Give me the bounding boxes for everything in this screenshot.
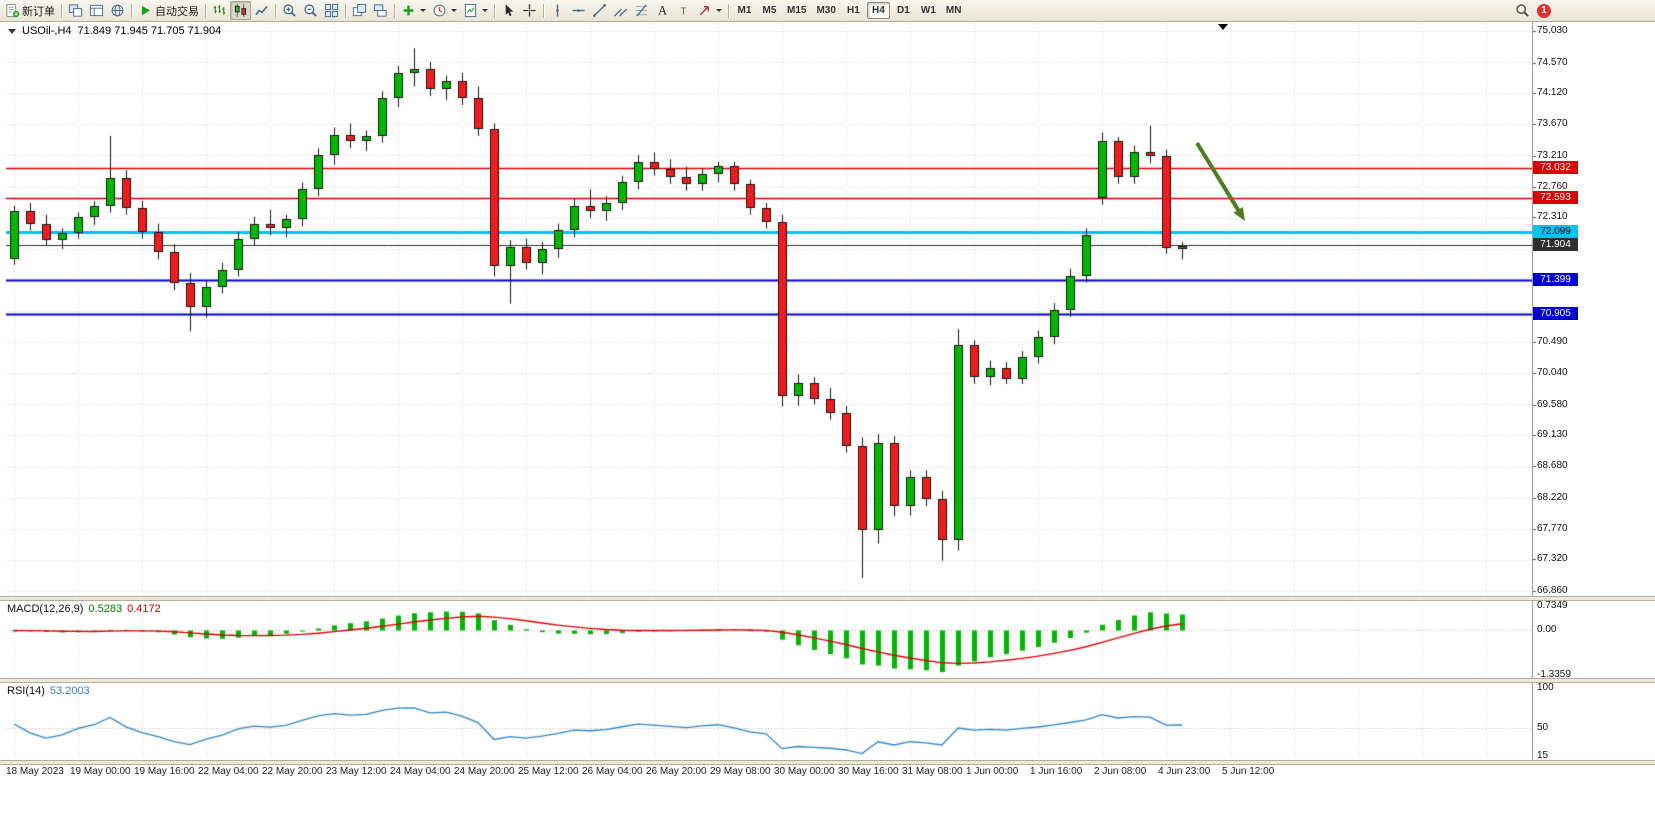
vline-icon: [550, 3, 565, 18]
cascade-windows-button[interactable]: [370, 1, 391, 20]
navigator-icon: [110, 3, 125, 18]
crosshair-button[interactable]: [519, 1, 540, 20]
bars-icon: [212, 3, 227, 18]
toolbar-button-groups: 新订单 自动交易 A T M1 M5 M15 M30 H1 H4 D1 W1 MN: [0, 0, 966, 21]
data-window-button[interactable]: [86, 1, 107, 20]
dropdown-arrow-icon: [716, 9, 722, 12]
charts-window-button[interactable]: [65, 1, 86, 20]
vertical-line-button[interactable]: [547, 1, 568, 20]
trendline-button[interactable]: [589, 1, 610, 20]
rsi-indicator-label: RSI(14) 53.2003: [7, 685, 90, 697]
zoom-out-icon: [303, 3, 318, 18]
templates-button[interactable]: [460, 1, 491, 20]
timeframe-m1-button[interactable]: M1: [733, 2, 756, 19]
dropdown-arrow-icon: [451, 9, 457, 12]
timeframe-m30-button[interactable]: M30: [812, 2, 839, 19]
hline-icon: [571, 3, 586, 18]
plus-icon: [401, 3, 416, 18]
chart-title: USOil-,H4 71.849 71.945 71.705 71.904: [8, 25, 221, 37]
panel-splitter[interactable]: [0, 760, 1655, 765]
rsi-value: 53.2003: [49, 685, 90, 697]
tile-windows-button[interactable]: [321, 1, 342, 20]
notification-badge[interactable]: 1: [1537, 3, 1551, 18]
tile-icon: [324, 3, 339, 18]
template-icon: [463, 3, 478, 18]
autotrading-button[interactable]: 自动交易: [135, 1, 202, 20]
data-window-icon: [89, 3, 104, 18]
arrange-icon: [352, 3, 367, 18]
text-button[interactable]: A: [652, 1, 673, 20]
chart-shift-marker[interactable]: [1218, 24, 1228, 30]
text-a-icon: A: [655, 3, 670, 18]
fibonacci-button[interactable]: [631, 1, 652, 20]
text-t-icon: T: [676, 3, 691, 18]
cursor-button[interactable]: [498, 1, 519, 20]
timeframe-m5-button[interactable]: M5: [758, 2, 781, 19]
macd-main-value: 0.5283: [88, 603, 123, 615]
dropdown-arrow-icon: [420, 9, 426, 12]
svg-text:A: A: [658, 4, 667, 18]
timeframe-h4-button[interactable]: H4: [866, 2, 890, 19]
arrows-button[interactable]: [694, 1, 725, 20]
zoom-in-icon: [282, 3, 297, 18]
candlestick-chart-button[interactable]: [230, 1, 251, 20]
timeframe-h1-button[interactable]: H1: [842, 2, 865, 19]
timeframe-d1-button[interactable]: D1: [892, 2, 915, 19]
channel-icon: [613, 3, 628, 18]
timeframe-mn-button[interactable]: MN: [942, 2, 966, 19]
linechart-icon: [254, 3, 269, 18]
macd-signal-value: 0.4172: [127, 603, 161, 615]
candles-icon: [233, 3, 248, 18]
zoom-in-button[interactable]: [279, 1, 300, 20]
line-chart-button[interactable]: [251, 1, 272, 20]
macd-indicator-label: MACD(12,26,9) 0.5283 0.4172: [7, 603, 161, 615]
new-order-button[interactable]: 新订单: [2, 1, 58, 20]
play-icon: [138, 3, 153, 18]
chart-symbol-period: USOil-,H4: [22, 25, 72, 37]
trendline-icon: [592, 3, 607, 18]
arrows-icon: [697, 3, 712, 18]
chart-ohlc-values: 71.849 71.945 71.705 71.904: [77, 25, 222, 37]
autotrading-button-label: 自动交易: [155, 5, 199, 18]
one-click-trading-toggle[interactable]: [8, 28, 16, 34]
search-icon: [1515, 3, 1530, 18]
rsi-name: RSI(14): [7, 685, 45, 697]
zoom-out-button[interactable]: [300, 1, 321, 20]
fibo-icon: [634, 3, 649, 18]
panel-splitter[interactable]: [0, 678, 1655, 683]
dropdown-arrow-icon: [482, 9, 488, 12]
horizontal-line-button[interactable]: [568, 1, 589, 20]
macd-name: MACD(12,26,9): [7, 603, 84, 615]
new-order-button-label: 新订单: [22, 5, 55, 18]
timeframe-m15-button[interactable]: M15: [783, 2, 810, 19]
svg-text:T: T: [680, 6, 687, 17]
cursor-icon: [501, 3, 516, 18]
toolbar-right-cluster: 1: [1512, 1, 1551, 20]
periods-button[interactable]: [429, 1, 460, 20]
label-button[interactable]: T: [673, 1, 694, 20]
new-order-icon: [5, 3, 20, 18]
arrange-windows-button[interactable]: [349, 1, 370, 20]
channel-button[interactable]: [610, 1, 631, 20]
indicators-button[interactable]: [398, 1, 429, 20]
main-toolbar: 新订单 自动交易 A T M1 M5 M15 M30 H1 H4 D1 W1 MN 1: [0, 0, 1655, 22]
search-button[interactable]: [1512, 1, 1533, 20]
crosshair-icon: [522, 3, 537, 18]
cascade-icon: [373, 3, 388, 18]
clock-icon: [432, 3, 447, 18]
window-icon: [68, 3, 83, 18]
panel-splitter[interactable]: [0, 596, 1655, 601]
timeframe-w1-button[interactable]: W1: [917, 2, 940, 19]
bar-chart-button[interactable]: [209, 1, 230, 20]
navigator-button[interactable]: [107, 1, 128, 20]
